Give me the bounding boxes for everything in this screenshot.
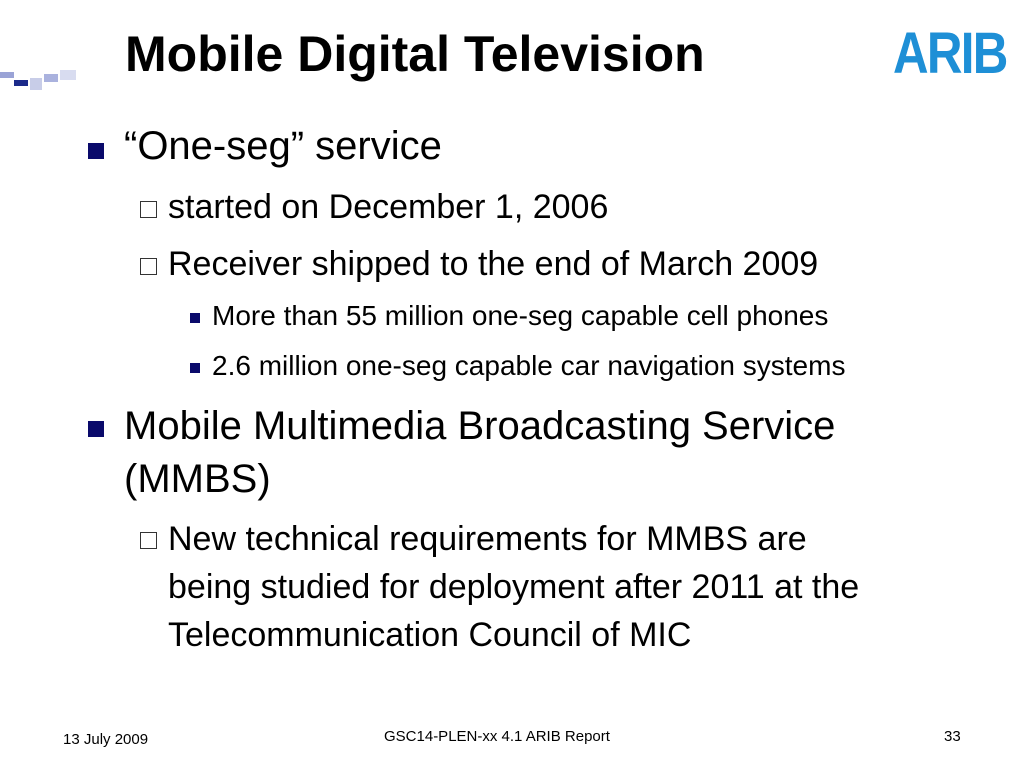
bullet-mmbs-line1: Mobile Multimedia Broadcasting Service: [124, 404, 836, 448]
sub-bullet-start-date: started on December 1, 2006: [168, 188, 609, 226]
bullet-square-icon: [88, 143, 110, 159]
sub-sub-bullet-car-navigation: 2.6 million one-seg capable car navigati…: [212, 350, 846, 381]
small-square-bullet-icon: [190, 313, 200, 323]
arib-logo: ARIB: [893, 21, 1008, 86]
footer-page-number: 33: [944, 728, 961, 745]
checkbox-bullet-icon: [140, 258, 157, 275]
small-square-bullet-icon: [190, 363, 200, 373]
sub-bullet-mmbs-line1: New technical requirements for MMBS are: [168, 520, 807, 558]
bullet-mmbs-line2: (MMBS): [124, 457, 271, 501]
checkbox-bullet-icon: [140, 532, 157, 549]
footer-center-text: GSC14-PLEN-xx 4.1 ARIB Report: [384, 728, 610, 745]
bullet-square-icon: [88, 421, 110, 437]
decorative-squares-graphic: [0, 70, 76, 90]
sub-sub-bullet-cell-phones: More than 55 million one-seg capable cel…: [212, 300, 829, 331]
slide-title: Mobile Digital Television: [125, 26, 705, 82]
sub-bullet-mmbs-line2: being studied for deployment after 2011 …: [168, 568, 860, 606]
checkbox-bullet-icon: [140, 201, 157, 218]
sub-bullet-mmbs-line3: Telecommunication Council of MIC: [168, 616, 692, 654]
footer-date: 13 July 2009: [63, 731, 149, 748]
bullet-one-seg-service: “One-seg” service: [124, 124, 442, 168]
sub-bullet-receiver-shipped: Receiver shipped to the end of March 200…: [168, 245, 819, 283]
